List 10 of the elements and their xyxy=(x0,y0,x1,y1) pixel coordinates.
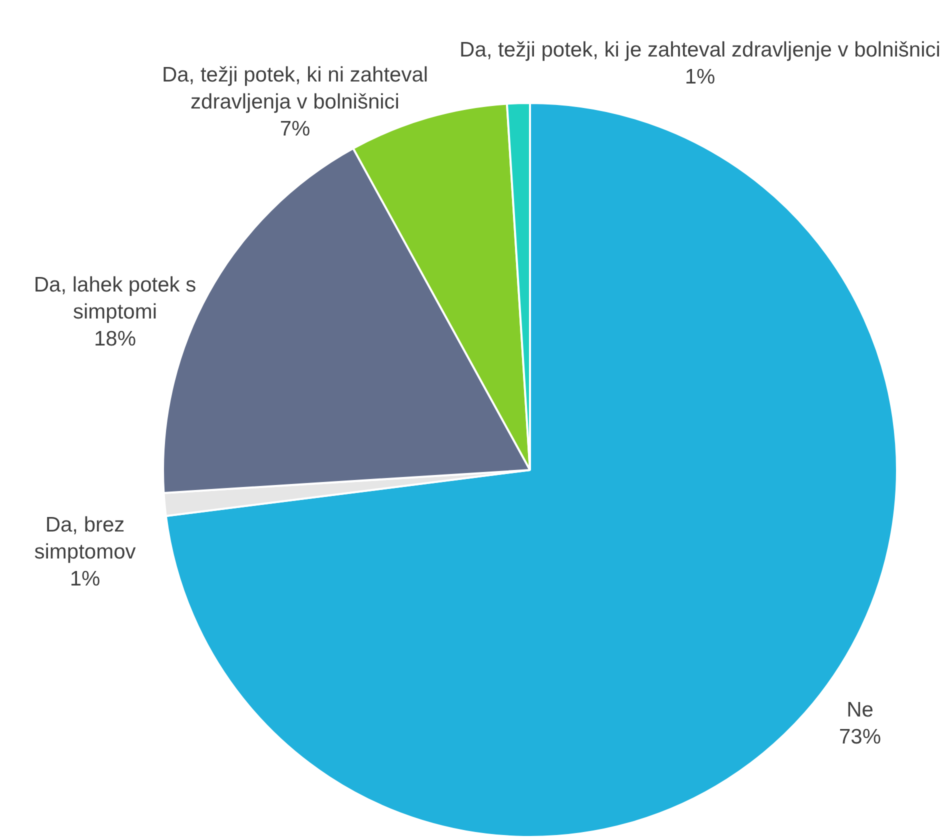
slice-label: Da, težji potek, ki je zahteval zdravljenje v bolnišnici xyxy=(460,38,940,62)
data-label: 1% xyxy=(684,65,716,88)
slice-label: Da, težji potek, ki ni zahteval zdravljenja v bolnišnici xyxy=(162,63,428,114)
slice-label: Ne xyxy=(846,698,874,722)
slice-label: Da, brez simptomov xyxy=(34,513,136,564)
data-label: 7% xyxy=(280,117,310,140)
data-label: 73% xyxy=(838,725,882,748)
data-label: 18% xyxy=(94,327,136,350)
data-label: 1% xyxy=(70,567,100,590)
slice-label: Da, lahek potek s simptomi xyxy=(34,273,196,324)
